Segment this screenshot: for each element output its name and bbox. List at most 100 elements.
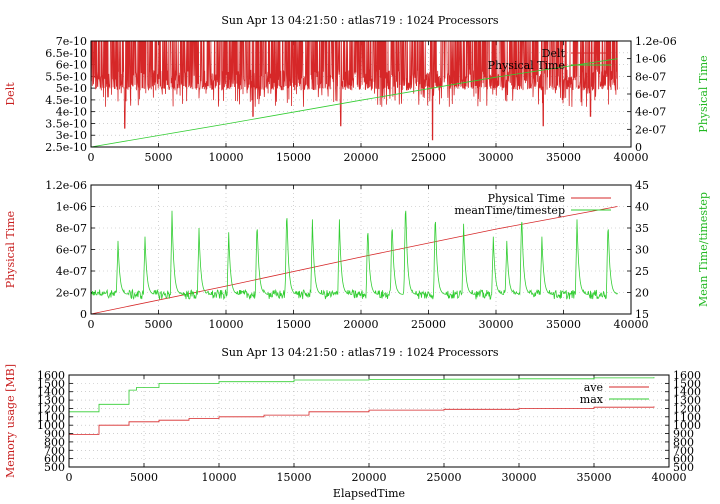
bottom-chart-ytick-label: 1000 bbox=[37, 419, 65, 432]
bottom-chart-y2tick-label: 800 bbox=[673, 436, 694, 449]
middle-chart-y2tick-label: 25 bbox=[635, 265, 649, 278]
bottom-chart-title: Sun Apr 13 04:21:50 : atlas719 : 1024 Pr… bbox=[221, 346, 499, 359]
middle-chart-y2tick-label: 40 bbox=[635, 201, 649, 214]
middle-chart-xtick-label: 5000 bbox=[145, 318, 173, 331]
middle-chart-y2tick-label: 45 bbox=[635, 179, 649, 192]
bottom-chart-xtick-label: 25000 bbox=[427, 471, 462, 484]
bottom-chart-frame bbox=[68, 374, 670, 468]
bottom-chart-y2tick-label: 1100 bbox=[673, 411, 701, 424]
bottom-chart-xtick-label: 0 bbox=[66, 471, 73, 484]
top-chart-ytick-label: 3.5e-10 bbox=[45, 117, 87, 130]
top-chart-y2tick-label: 8e-07 bbox=[635, 70, 666, 83]
top-chart-title: Sun Apr 13 04:21:50 : atlas719 : 1024 Pr… bbox=[221, 14, 499, 27]
top-chart-legend-label: Physical Time bbox=[488, 59, 565, 72]
top-chart-y2tick-label: 0 bbox=[635, 141, 642, 154]
bottom-chart-y2tick-label: 1400 bbox=[673, 386, 701, 399]
top-chart-ytick-label: 4e-10 bbox=[56, 106, 87, 119]
top-chart-xtick-label: 30000 bbox=[479, 151, 514, 164]
bottom-chart-ylabel: Memory usage [MB] bbox=[4, 364, 17, 478]
bottom-chart-ytick-label: 1500 bbox=[37, 377, 65, 390]
bottom-chart-xtick-label: 20000 bbox=[352, 471, 387, 484]
middle-chart-y2tick-label: 20 bbox=[635, 287, 649, 300]
top-chart-ytick-label: 5e-10 bbox=[56, 82, 87, 95]
top-chart-y2tick-label: 1e-06 bbox=[635, 53, 666, 66]
top-chart-xtick-label: 25000 bbox=[411, 151, 446, 164]
middle-chart-xtick-label: 0 bbox=[88, 318, 95, 331]
middle-chart-y2tick-label: 30 bbox=[635, 244, 649, 257]
top-chart-xtick-label: 0 bbox=[88, 151, 95, 164]
middle-chart-xtick-label: 40000 bbox=[614, 318, 649, 331]
top-chart-xtick-label: 40000 bbox=[614, 151, 649, 164]
bottom-chart-ytick-label: 500 bbox=[44, 461, 65, 474]
bottom-chart-ytick-label: 900 bbox=[44, 428, 65, 441]
middle-chart-frame bbox=[90, 184, 632, 315]
top-chart-ytick-label: 4.5e-10 bbox=[45, 94, 87, 107]
middle-chart-ytick-label: 1.2e-06 bbox=[45, 179, 87, 192]
top-chart-ytick-label: 6.5e-10 bbox=[45, 47, 87, 60]
bottom-chart-y2tick-label: 1500 bbox=[673, 377, 701, 390]
top-chart-xtick-label: 15000 bbox=[276, 151, 311, 164]
middle-chart-ytick-label: 4e-07 bbox=[56, 265, 87, 278]
middle-chart-ytick-label: 6e-07 bbox=[56, 244, 87, 257]
top-chart-xtick-label: 10000 bbox=[209, 151, 244, 164]
middle-chart-xtick-label: 30000 bbox=[479, 318, 514, 331]
bottom-chart-y2tick-label: 1000 bbox=[673, 419, 701, 432]
middle-chart-xtick-label: 20000 bbox=[344, 318, 379, 331]
top-chart-xtick-label: 35000 bbox=[546, 151, 581, 164]
top-chart-y2tick-label: 6e-07 bbox=[635, 88, 666, 101]
top-chart-xtick-label: 20000 bbox=[344, 151, 379, 164]
middle-chart-xtick-label: 25000 bbox=[411, 318, 446, 331]
bottom-chart-xlabel: ElapsedTime bbox=[333, 487, 405, 500]
bottom-chart-xtick-label: 30000 bbox=[502, 471, 537, 484]
bottom-chart-series-max bbox=[69, 377, 655, 413]
bottom-chart-legend-label: max bbox=[580, 393, 604, 406]
bottom-chart-ytick-label: 700 bbox=[44, 444, 65, 457]
bottom-chart-xtick-label: 40000 bbox=[652, 471, 687, 484]
middle-chart-series-meantime-timestep bbox=[90, 210, 618, 301]
top-chart-ytick-label: 7e-10 bbox=[56, 35, 87, 48]
top-chart-ytick-label: 2.5e-10 bbox=[45, 141, 87, 154]
middle-chart-y2tick-label: 35 bbox=[635, 222, 649, 235]
top-chart-ytick-label: 5.5e-10 bbox=[45, 70, 87, 83]
bottom-chart-y2tick-label: 1300 bbox=[673, 394, 701, 407]
top-chart-xtick-label: 5000 bbox=[145, 151, 173, 164]
top-chart-y2tick-label: 4e-07 bbox=[635, 106, 666, 119]
bottom-chart-y2tick-label: 700 bbox=[673, 444, 694, 457]
middle-chart-ytick-label: 0 bbox=[80, 308, 87, 321]
middle-chart-ylabel: Physical Time bbox=[4, 211, 17, 288]
top-chart-y2tick-label: 1.2e-06 bbox=[635, 35, 677, 48]
bottom-chart-y2tick-label: 1200 bbox=[673, 402, 701, 415]
bottom-chart-xtick-label: 35000 bbox=[577, 471, 612, 484]
middle-chart-ytick-label: 2e-07 bbox=[56, 287, 87, 300]
middle-chart-legend-label: meanTime/timestep bbox=[454, 204, 565, 217]
top-chart-ylabel: Delt bbox=[4, 82, 17, 106]
bottom-chart-y2tick-label: 900 bbox=[673, 428, 694, 441]
top-chart-ytick-label: 6e-10 bbox=[56, 59, 87, 72]
middle-chart-ytick-label: 1e-06 bbox=[56, 201, 87, 214]
top-chart-ytick-label: 3e-10 bbox=[56, 129, 87, 142]
bottom-chart-xtick-label: 15000 bbox=[277, 471, 312, 484]
bottom-chart-ytick-label: 800 bbox=[44, 436, 65, 449]
bottom-chart-ytick-label: 1100 bbox=[37, 411, 65, 424]
middle-chart-series-physical-time bbox=[90, 206, 618, 315]
bottom-chart-ytick-label: 1400 bbox=[37, 386, 65, 399]
bottom-chart-y2tick-label: 500 bbox=[673, 461, 694, 474]
bottom-chart-y2tick-label: 1600 bbox=[673, 369, 701, 382]
bottom-chart-series-ave bbox=[69, 406, 655, 435]
middle-chart-ytick-label: 8e-07 bbox=[56, 222, 87, 235]
middle-chart-xtick-label: 15000 bbox=[276, 318, 311, 331]
middle-chart-y2tick-label: 15 bbox=[635, 308, 649, 321]
bottom-chart-legend-label: ave bbox=[584, 381, 603, 394]
top-chart-legend-label: Delt bbox=[542, 47, 566, 60]
middle-chart-xtick-label: 35000 bbox=[546, 318, 581, 331]
top-chart-y2tick-label: 2e-07 bbox=[635, 123, 666, 136]
middle-chart-legend-label: Physical Time bbox=[488, 192, 565, 205]
top-chart-series-physical-time bbox=[90, 58, 618, 148]
middle-chart-y2label: Mean Time/timestep bbox=[697, 192, 710, 307]
bottom-chart-ytick-label: 1300 bbox=[37, 394, 65, 407]
top-chart-y2label: Physical Time bbox=[697, 55, 710, 132]
bottom-chart-ytick-label: 600 bbox=[44, 453, 65, 466]
bottom-chart-xtick-label: 10000 bbox=[202, 471, 237, 484]
bottom-chart-ytick-label: 1200 bbox=[37, 402, 65, 415]
